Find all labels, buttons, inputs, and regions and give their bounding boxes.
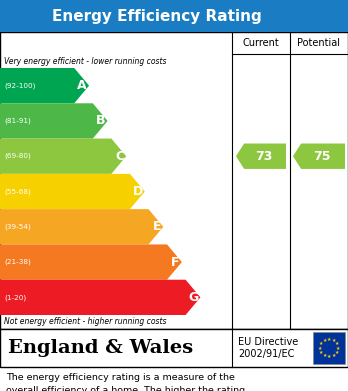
- Text: Potential: Potential: [298, 38, 340, 48]
- Bar: [0, 329, 348, 367]
- Text: Current: Current: [243, 38, 279, 48]
- Bar: [0, 32, 348, 329]
- Text: ★: ★: [334, 341, 339, 346]
- Text: ★: ★: [322, 353, 327, 358]
- Text: C: C: [115, 150, 124, 163]
- Polygon shape: [0, 280, 200, 315]
- Text: ★: ★: [327, 355, 331, 359]
- Text: ★: ★: [322, 338, 327, 343]
- Text: D: D: [133, 185, 143, 198]
- Text: E: E: [153, 220, 161, 233]
- Polygon shape: [0, 209, 163, 244]
- Text: Energy Efficiency Rating: Energy Efficiency Rating: [52, 9, 261, 23]
- Polygon shape: [236, 143, 286, 169]
- Text: (1-20): (1-20): [4, 294, 26, 301]
- Polygon shape: [293, 143, 345, 169]
- Text: Not energy efficient - higher running costs: Not energy efficient - higher running co…: [4, 317, 166, 326]
- Text: 2002/91/EC: 2002/91/EC: [238, 350, 294, 359]
- Polygon shape: [0, 103, 108, 138]
- Bar: [313, 332, 345, 364]
- Text: B: B: [96, 115, 106, 127]
- Text: ★: ★: [334, 350, 339, 355]
- Bar: [0, 0, 348, 32]
- Text: The energy efficiency rating is a measure of the
overall efficiency of a home. T: The energy efficiency rating is a measur…: [6, 373, 245, 391]
- Text: G: G: [188, 291, 198, 304]
- Text: ★: ★: [336, 346, 340, 350]
- Text: A: A: [78, 79, 87, 92]
- Text: 73: 73: [255, 150, 272, 163]
- Text: ★: ★: [331, 353, 336, 358]
- Text: ★: ★: [319, 350, 323, 355]
- Polygon shape: [0, 68, 89, 103]
- Text: (39-54): (39-54): [4, 224, 31, 230]
- Text: (81-91): (81-91): [4, 118, 31, 124]
- Text: F: F: [171, 256, 180, 269]
- Text: ★: ★: [327, 337, 331, 342]
- Text: EU Directive: EU Directive: [238, 337, 298, 346]
- Text: ★: ★: [331, 338, 336, 343]
- Text: England & Wales: England & Wales: [8, 339, 193, 357]
- Text: (55-68): (55-68): [4, 188, 31, 195]
- Polygon shape: [0, 174, 145, 209]
- Text: ★: ★: [318, 346, 322, 350]
- Polygon shape: [0, 244, 182, 280]
- Text: Very energy efficient - lower running costs: Very energy efficient - lower running co…: [4, 57, 166, 66]
- Text: (92-100): (92-100): [4, 83, 35, 89]
- Text: 75: 75: [313, 150, 330, 163]
- Polygon shape: [0, 138, 126, 174]
- Text: (69-80): (69-80): [4, 153, 31, 160]
- Text: ★: ★: [319, 341, 323, 346]
- Text: (21-38): (21-38): [4, 259, 31, 265]
